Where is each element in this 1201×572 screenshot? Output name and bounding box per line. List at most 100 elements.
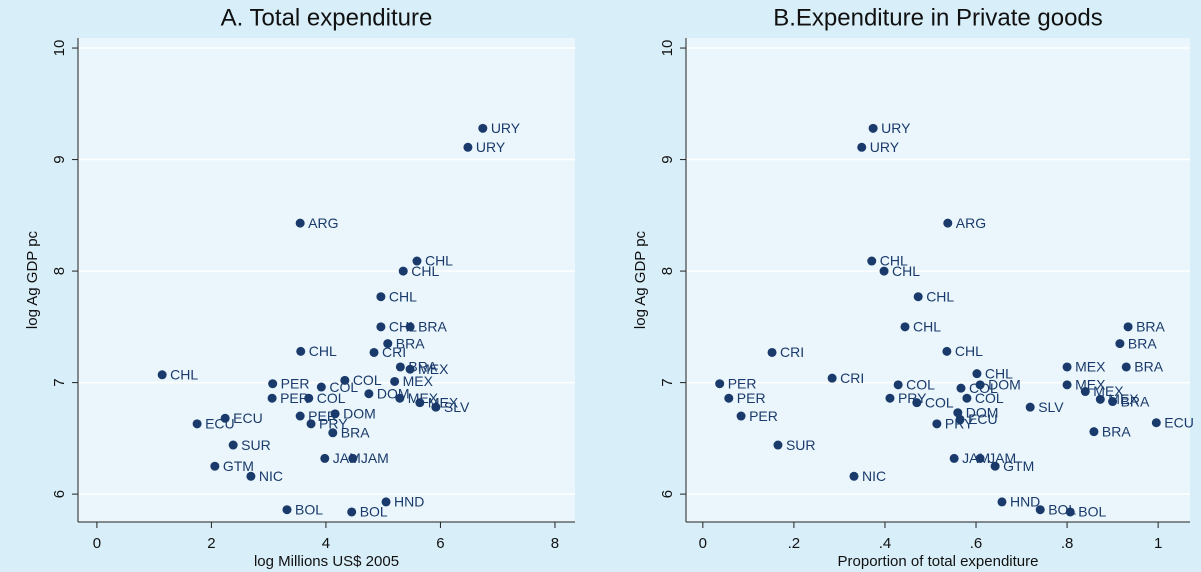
point	[932, 419, 942, 429]
point	[304, 393, 314, 403]
point	[990, 461, 1000, 471]
point-label: ARG	[956, 215, 986, 231]
point	[376, 292, 386, 302]
point-label: CHL	[425, 253, 453, 269]
y-tick-label: 6	[659, 490, 676, 498]
point-label: BRA	[1134, 359, 1163, 375]
y-tick-label: 8	[659, 267, 676, 275]
point	[1062, 380, 1072, 390]
point	[296, 346, 306, 356]
y-axis-label: log Ag GDP pc	[24, 230, 41, 329]
point-label: JAM	[361, 450, 389, 466]
point-label: COL	[329, 379, 358, 395]
point	[412, 256, 422, 266]
point-label: BOL	[1078, 504, 1106, 520]
point	[395, 393, 405, 403]
point	[347, 507, 357, 517]
point-label: COL	[317, 390, 346, 406]
point	[405, 364, 415, 374]
point-label: URY	[881, 120, 911, 136]
point	[383, 339, 393, 349]
point	[912, 398, 922, 408]
point	[900, 322, 910, 332]
point-label: BRA	[1128, 335, 1157, 351]
point-label: CHL	[309, 343, 337, 359]
point	[1095, 394, 1105, 404]
point	[885, 393, 895, 403]
point-label: ECU	[968, 411, 998, 427]
point	[282, 505, 292, 515]
point	[715, 379, 725, 389]
point	[827, 373, 837, 383]
y-tick-label: 7	[51, 378, 68, 386]
point	[773, 440, 783, 450]
point-label: BRA	[1136, 319, 1165, 335]
point-label: GTM	[223, 458, 254, 474]
point	[306, 419, 316, 429]
x-tick-label: 2	[207, 535, 215, 552]
point-label: BRA	[418, 319, 447, 335]
x-tick-label: 8	[551, 535, 559, 552]
point	[972, 369, 982, 379]
point	[295, 218, 305, 228]
x-tick-label: 0	[93, 535, 101, 552]
point	[962, 393, 972, 403]
point-label: CHL	[955, 343, 983, 359]
point	[246, 471, 256, 481]
point	[220, 413, 230, 423]
point	[857, 142, 867, 152]
y-tick-label: 9	[51, 155, 68, 163]
point-label: SUR	[786, 437, 816, 453]
point	[348, 453, 358, 463]
point-label: BRA	[396, 335, 425, 351]
point-label: DOM	[377, 385, 410, 401]
point	[431, 402, 441, 412]
x-axis-label: Proportion of total expenditure	[838, 553, 1039, 570]
x-axis-label: log Millions US$ 2005	[254, 553, 399, 570]
x-tick-label: 4	[322, 535, 330, 552]
y-tick-label: 7	[659, 378, 676, 386]
point	[867, 256, 877, 266]
point-label: ARG	[308, 215, 338, 231]
point-label: DOM	[966, 404, 999, 420]
point-label: BRA	[408, 359, 437, 375]
point-label: PER	[737, 390, 766, 406]
point	[1065, 507, 1075, 517]
point	[1035, 505, 1045, 515]
point	[328, 428, 338, 438]
point-label: COL	[975, 390, 1004, 406]
point-label: SLV	[1038, 399, 1064, 415]
point-label: PER	[280, 390, 309, 406]
plot-area	[78, 38, 575, 522]
point-label: PER	[281, 375, 310, 391]
point-label: CHL	[892, 263, 920, 279]
point	[736, 411, 746, 421]
x-tick-label: 0	[699, 535, 707, 552]
point-label: BRA	[1102, 423, 1131, 439]
point-label: COL	[906, 377, 935, 393]
point	[268, 379, 278, 389]
point	[228, 440, 238, 450]
point-label: COL	[925, 394, 954, 410]
y-axis-label: log Ag GDP pc	[632, 230, 649, 329]
point-label: HND	[1010, 494, 1040, 510]
point-label: CHL	[411, 263, 439, 279]
point	[955, 414, 965, 424]
point	[1151, 418, 1161, 428]
point	[975, 453, 985, 463]
y-tick-label: 10	[659, 40, 676, 57]
point-label: PER	[749, 408, 778, 424]
point-label: BRA	[1121, 393, 1150, 409]
point	[1123, 322, 1133, 332]
point	[997, 497, 1007, 507]
point	[956, 383, 966, 393]
point	[879, 266, 889, 276]
point-label: NIC	[862, 468, 886, 484]
chart-title: B.Expenditure in Private goods	[773, 4, 1103, 31]
x-tick-label: .4	[879, 535, 892, 552]
point-label: URY	[870, 139, 900, 155]
point	[942, 346, 952, 356]
x-tick-label: .8	[1061, 535, 1074, 552]
